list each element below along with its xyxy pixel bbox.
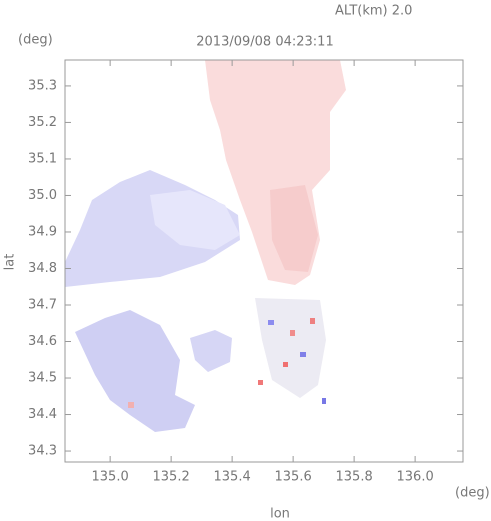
y-tick-label: 34.4 [28,407,57,422]
x-unit: (deg) [455,486,490,501]
x-axis-label: lon [270,507,290,521]
y-tick-label: 34.8 [28,261,57,276]
y-tick-label: 35.0 [28,188,57,203]
echo-region [205,60,346,285]
x-tick-label: 135.6 [275,470,312,485]
plot-frame [64,59,464,463]
y-axis-label: lat [3,254,18,271]
echo-cell [283,362,288,367]
echo-cell [258,380,263,385]
x-tick-label: 135.8 [336,470,373,485]
y-tick-label: 35.3 [28,78,57,93]
echo-region [255,298,326,398]
echo-cell [300,352,306,357]
radar-field [65,60,346,432]
y-tick-label: 34.7 [28,297,57,312]
echo-cell [290,330,295,336]
echo-cell [128,402,134,408]
y-tick-label: 34.3 [28,444,57,459]
echo-region [270,185,318,272]
echo-cell [268,320,274,325]
echo-region [75,310,195,432]
echo-region [190,330,232,372]
y-unit: (deg) [18,33,53,48]
x-tick-label: 135.2 [153,470,190,485]
x-tick-label: 135.0 [92,470,129,485]
echo-cell [322,398,326,404]
chart-title: 2013/09/08 04:23:11 [196,35,333,50]
y-tick-label: 35.2 [28,115,57,130]
x-tick-label: 136.0 [397,470,434,485]
y-tick-label: 34.9 [28,224,57,239]
y-tick-label: 35.1 [28,151,57,166]
y-tick-label: 34.6 [28,334,57,349]
echo-region [150,190,240,250]
y-tick-label: 34.5 [28,371,57,386]
echo-cell [310,318,315,324]
x-tick-label: 135.4 [214,470,251,485]
altitude-label: ALT(km) 2.0 [335,4,412,19]
